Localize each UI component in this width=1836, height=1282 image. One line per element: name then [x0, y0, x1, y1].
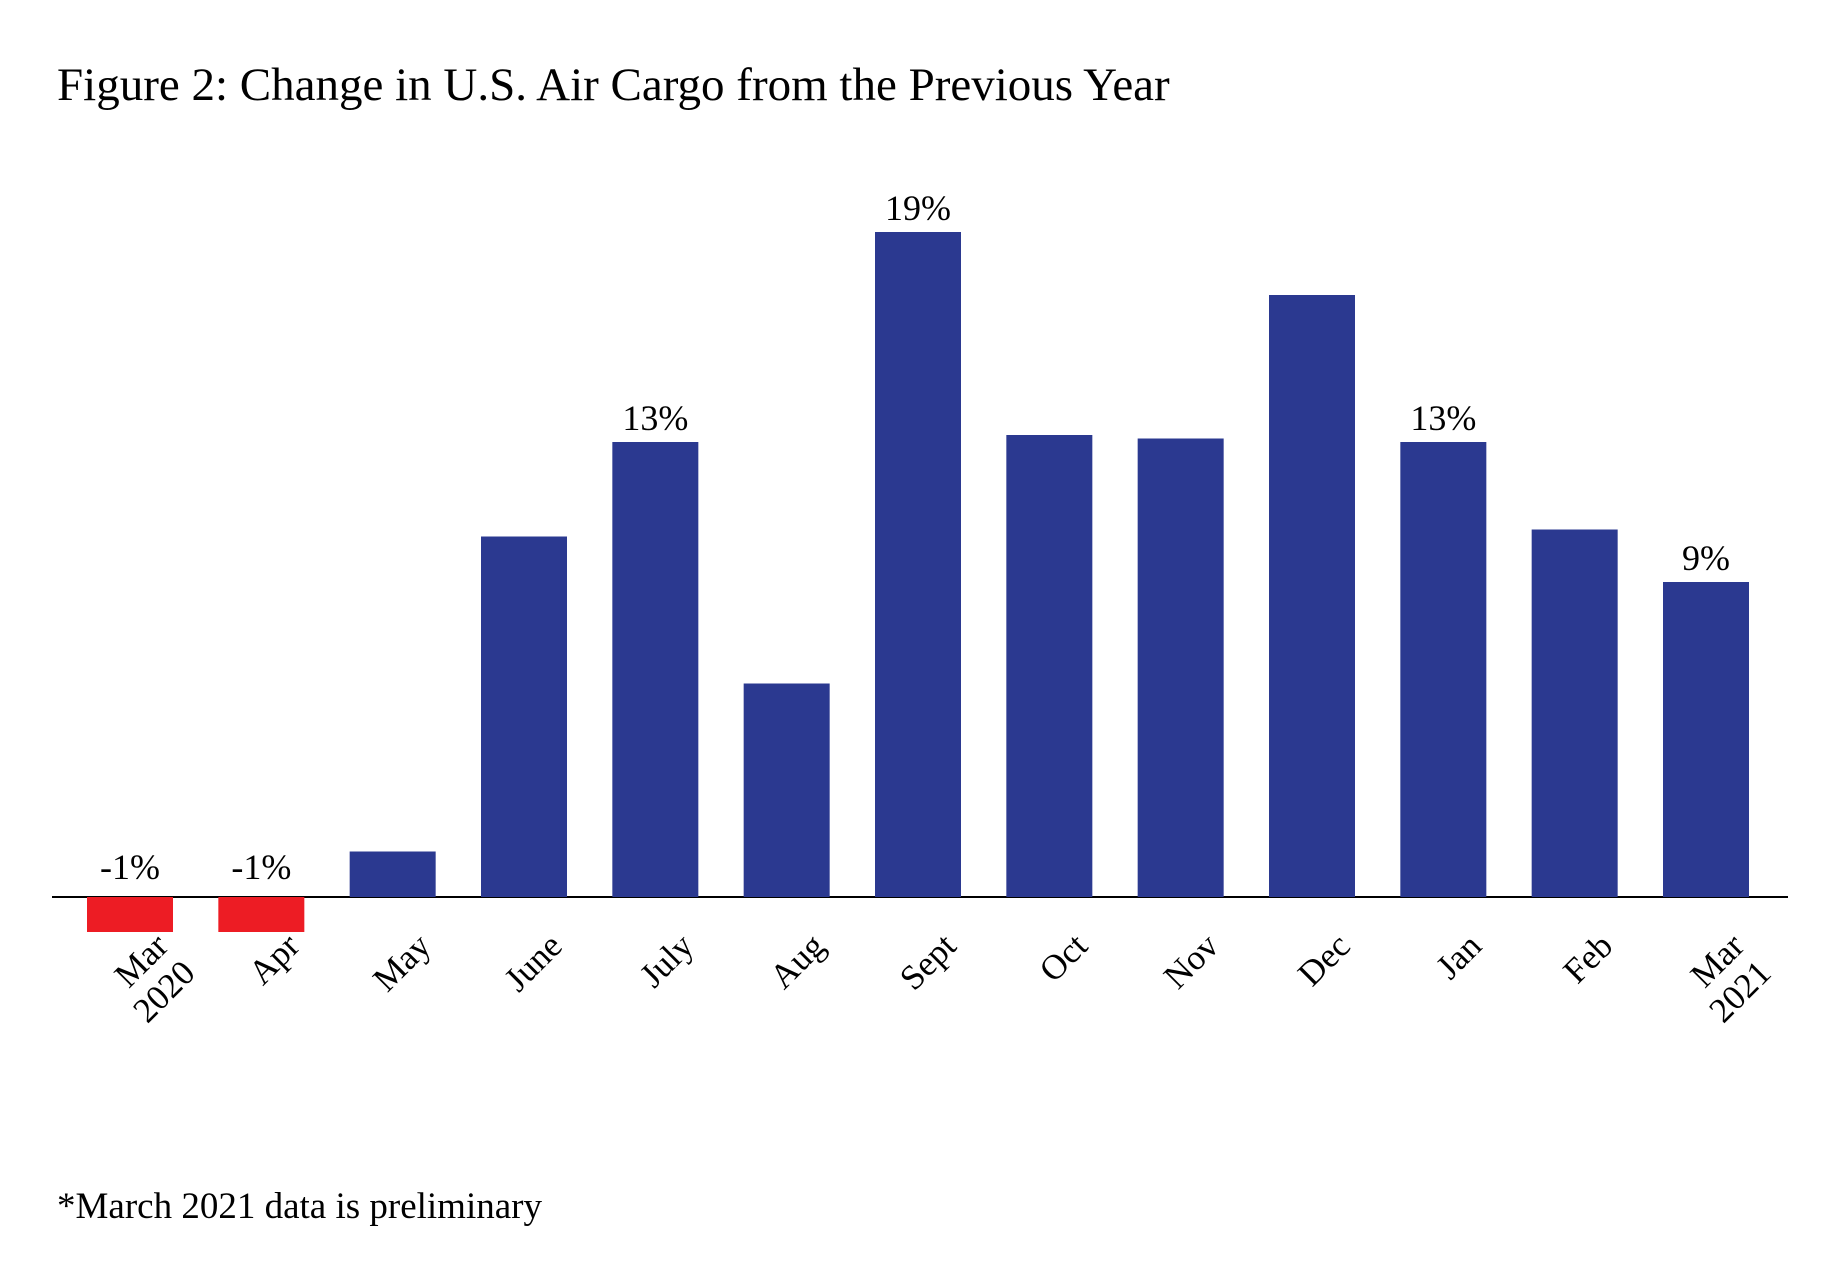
- bar-aug: [743, 683, 830, 897]
- bar-jan: [1400, 442, 1487, 897]
- x-tick-label: Jan: [1428, 926, 1489, 987]
- data-label: -1%: [100, 847, 160, 887]
- bar-sept: [875, 232, 961, 897]
- bar-july: [612, 442, 699, 897]
- data-label: 19%: [885, 188, 951, 228]
- bar-feb: [1531, 529, 1618, 897]
- x-tick-label: May: [365, 926, 438, 999]
- x-tick-label: Mar2021: [1675, 926, 1779, 1030]
- data-label: -1%: [231, 847, 291, 887]
- x-tick-label: Oct: [1032, 926, 1096, 990]
- chart-title: Figure 2: Change in U.S. Air Cargo from …: [57, 59, 1170, 111]
- x-tick-label: Sept: [892, 926, 964, 998]
- x-tick-label: Aug: [762, 926, 832, 996]
- bar-apr: [218, 897, 305, 932]
- bar-mar-2021: [1663, 582, 1749, 897]
- bar-nov: [1137, 438, 1224, 897]
- data-label: 13%: [1410, 398, 1476, 438]
- data-label: 13%: [622, 398, 688, 438]
- bar-june: [481, 536, 567, 897]
- x-tick-label: Feb: [1556, 926, 1621, 991]
- x-tick-label: Apr: [241, 926, 307, 992]
- x-tick-label: Mar2020: [99, 926, 203, 1030]
- x-tick-label: Nov: [1156, 926, 1227, 997]
- x-tick-label: Dec: [1290, 926, 1357, 993]
- x-tick-label: July: [632, 926, 701, 995]
- bar-mar-2020: [87, 897, 173, 932]
- bar-may: [349, 851, 436, 897]
- data-label: 9%: [1682, 538, 1730, 578]
- x-tick-label: June: [497, 926, 570, 999]
- bar-oct: [1006, 435, 1093, 897]
- bar-dec: [1269, 295, 1355, 897]
- chart-footnote: *March 2021 data is preliminary: [57, 1186, 542, 1227]
